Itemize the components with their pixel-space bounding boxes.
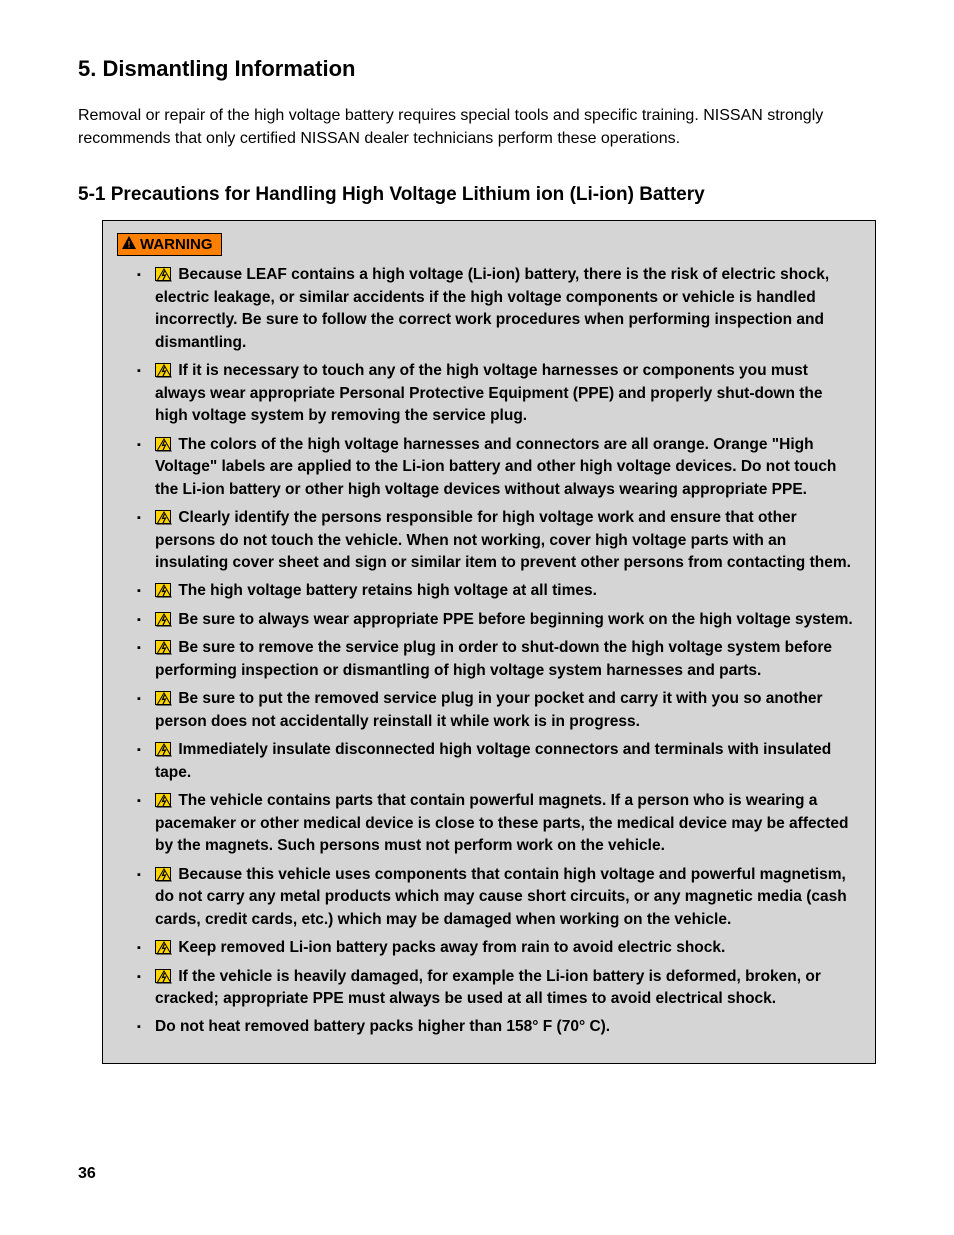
warning-item: Keep removed Li-ion battery packs away f…: [137, 937, 859, 959]
warning-item-text: Be sure to always wear appropriate PPE b…: [178, 611, 852, 628]
subsection-heading: 5-1 Precautions for Handling High Voltag…: [78, 184, 876, 206]
page-number: 36: [78, 1165, 96, 1183]
warning-item-text: Because this vehicle uses components tha…: [155, 866, 847, 928]
subsection-number: 5-1: [78, 184, 105, 205]
section-title: Dismantling Information: [102, 56, 355, 81]
warning-item-text: Do not heat removed battery packs higher…: [155, 1018, 610, 1035]
warning-item-text: Immediately insulate disconnected high v…: [155, 741, 831, 780]
warning-item: Because LEAF contains a high voltage (Li…: [137, 264, 859, 354]
high-voltage-icon: [155, 742, 171, 756]
svg-text:!: !: [128, 240, 131, 250]
warning-list: Because LEAF contains a high voltage (Li…: [103, 264, 875, 1063]
warning-item: Be sure to put the removed service plug …: [137, 688, 859, 733]
warning-label: ! WARNING: [117, 233, 222, 256]
warning-item: Immediately insulate disconnected high v…: [137, 739, 859, 784]
warning-item-text: Be sure to put the removed service plug …: [155, 690, 823, 729]
high-voltage-icon: [155, 267, 171, 281]
warning-item: Be sure to always wear appropriate PPE b…: [137, 609, 859, 631]
high-voltage-icon: [155, 363, 171, 377]
warning-item-text: Be sure to remove the service plug in or…: [155, 639, 832, 678]
warning-item: If the vehicle is heavily damaged, for e…: [137, 966, 859, 1011]
warning-item-text: If the vehicle is heavily damaged, for e…: [155, 968, 821, 1007]
warning-box: ! WARNING Because LEAF contains a high v…: [102, 220, 876, 1064]
warning-item-text: Keep removed Li-ion battery packs away f…: [178, 939, 725, 956]
high-voltage-icon: [155, 640, 171, 654]
warning-item-text: The vehicle contains parts that contain …: [155, 792, 849, 854]
warning-item: Be sure to remove the service plug in or…: [137, 637, 859, 682]
intro-paragraph: Removal or repair of the high voltage ba…: [78, 104, 876, 150]
warning-item: If it is necessary to touch any of the h…: [137, 360, 859, 427]
high-voltage-icon: [155, 437, 171, 451]
warning-item: The vehicle contains parts that contain …: [137, 790, 859, 857]
subsection-title: Precautions for Handling High Voltage Li…: [111, 184, 705, 205]
warning-item-text: If it is necessary to touch any of the h…: [155, 362, 823, 424]
high-voltage-icon: [155, 583, 171, 597]
high-voltage-icon: [155, 940, 171, 954]
high-voltage-icon: [155, 510, 171, 524]
warning-item-text: The high voltage battery retains high vo…: [178, 582, 597, 599]
high-voltage-icon: [155, 612, 171, 626]
warning-item: Clearly identify the persons responsible…: [137, 507, 859, 574]
warning-item-text: The colors of the high voltage harnesses…: [155, 436, 836, 498]
high-voltage-icon: [155, 867, 171, 881]
warning-item-text: Because LEAF contains a high voltage (Li…: [155, 266, 829, 350]
warning-label-text: WARNING: [140, 236, 213, 253]
warning-item: Because this vehicle uses components tha…: [137, 864, 859, 931]
section-heading: 5. Dismantling Information: [78, 56, 876, 82]
high-voltage-icon: [155, 793, 171, 807]
high-voltage-icon: [155, 969, 171, 983]
warning-item: The high voltage battery retains high vo…: [137, 580, 859, 602]
warning-item: Do not heat removed battery packs higher…: [137, 1016, 859, 1038]
warning-triangle-icon: !: [122, 236, 136, 253]
section-number: 5.: [78, 56, 96, 81]
high-voltage-icon: [155, 691, 171, 705]
warning-item: The colors of the high voltage harnesses…: [137, 434, 859, 501]
warning-item-text: Clearly identify the persons responsible…: [155, 509, 851, 571]
